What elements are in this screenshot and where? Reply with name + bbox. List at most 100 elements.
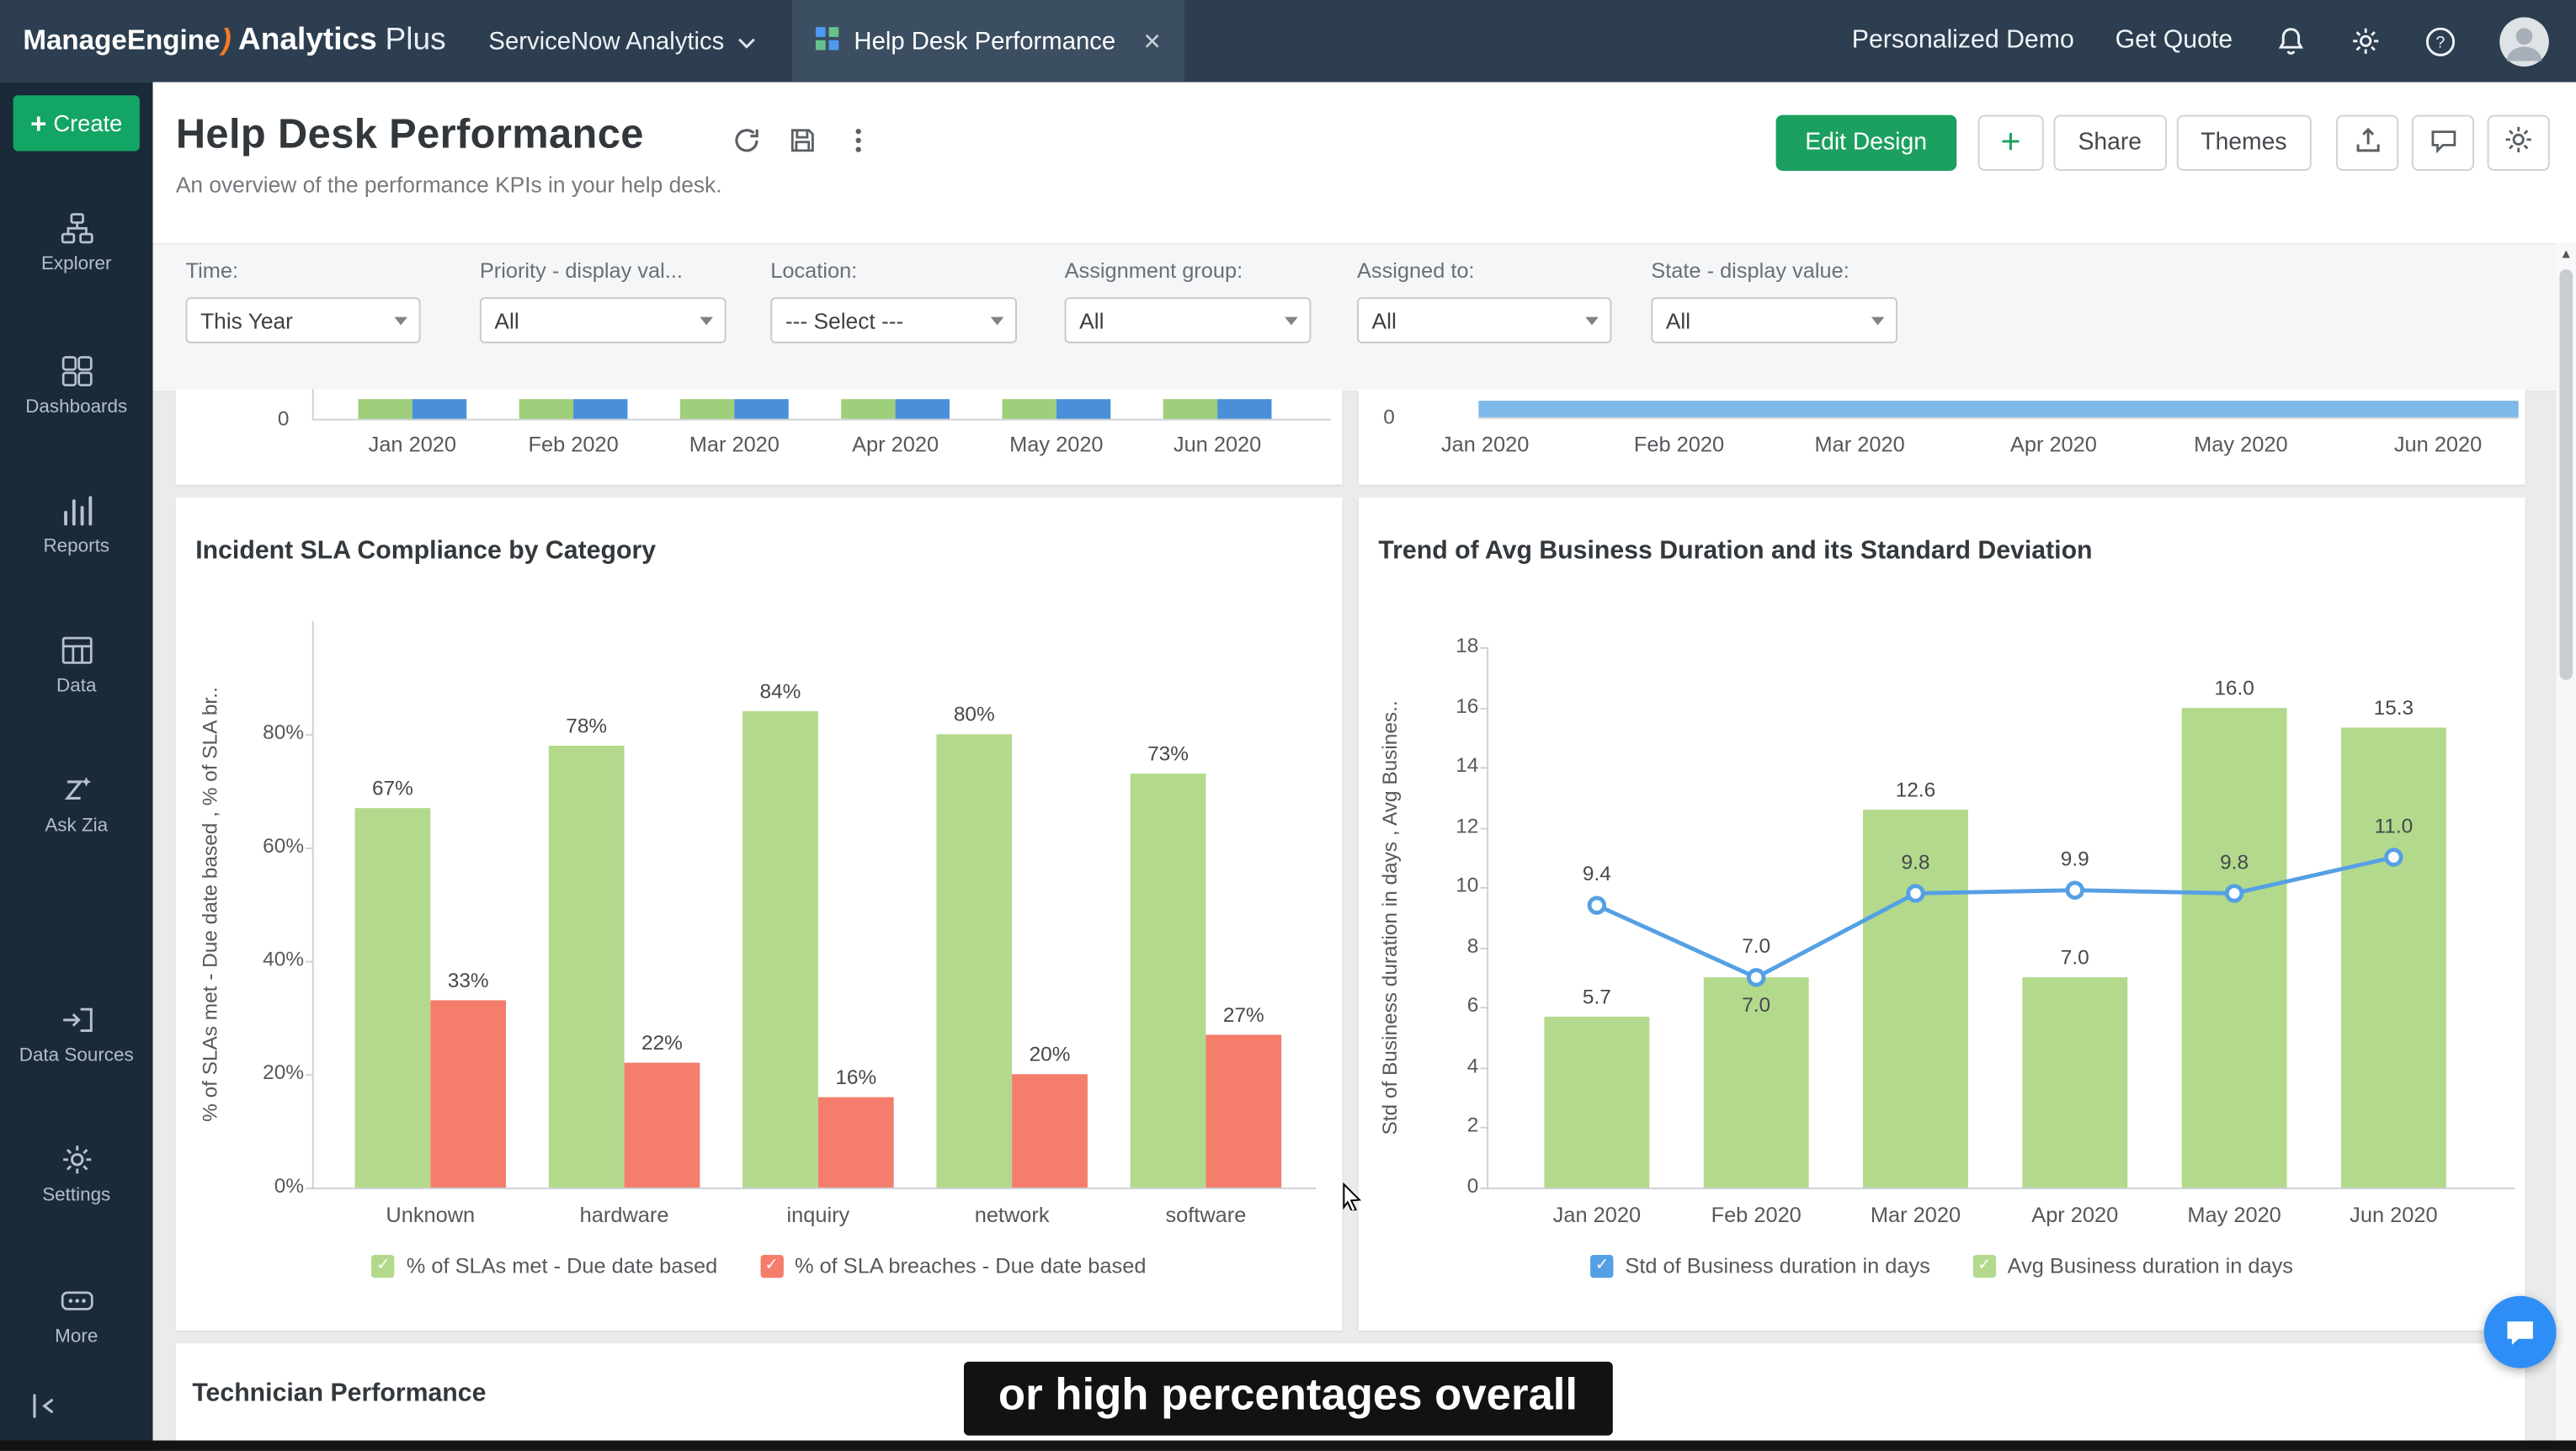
filter-selected-value: --- Select --- (785, 307, 904, 333)
bar-slas-met-2[interactable] (742, 711, 818, 1188)
x-axis-line (1478, 417, 2519, 419)
legend-item[interactable]: ✓ % of SLA breaches - Due date based (759, 1253, 1146, 1278)
settings-button[interactable] (2487, 114, 2550, 171)
x-category-label: Jun 2020 (2393, 432, 2483, 457)
x-category-label: Apr 2020 (2009, 432, 2097, 457)
mini-bar-green-1[interactable] (519, 399, 574, 419)
sidebar-item-more[interactable]: More (0, 1283, 152, 1347)
x-category-label: Jun 2020 (1173, 432, 1262, 457)
personalized-demo-link[interactable]: Personalized Demo (1851, 26, 2074, 55)
mini-bar-green-3[interactable] (841, 399, 896, 419)
legend-item[interactable]: ✓ Std of Business duration in days (1590, 1253, 1930, 1278)
y-tick-mark (1480, 767, 1489, 769)
mini-bar-blue-1[interactable] (573, 399, 628, 419)
get-quote-link[interactable]: Get Quote (2115, 26, 2233, 55)
export-button[interactable] (2336, 114, 2399, 171)
ask-zia-icon (58, 772, 94, 808)
help-icon[interactable]: ? (2424, 24, 2458, 58)
filter-select-location[interactable]: --- Select --- (770, 297, 1017, 343)
more-icon (58, 1283, 94, 1319)
close-tab-icon[interactable]: × (1143, 24, 1161, 58)
refresh-icon[interactable] (731, 125, 762, 156)
bar-value-label: 73% (1147, 742, 1189, 766)
collapse-sidebar-icon[interactable] (26, 1390, 59, 1431)
bar-avg-duration-3[interactable] (2022, 977, 2128, 1188)
filter-selected-value: All (494, 307, 519, 333)
sidebar-item-ask-zia[interactable]: Ask Zia (0, 772, 152, 836)
bar-value-label: 16% (835, 1066, 877, 1089)
bar-sla-breaches-2[interactable] (817, 1097, 894, 1188)
mini-bar-blue-0[interactable] (412, 399, 467, 419)
notifications-bell-icon[interactable] (2274, 24, 2308, 58)
chart-title: Incident SLA Compliance by Category (195, 537, 657, 566)
cropped-chart-right: 0 Jan 2020 Feb 2020 Mar 2020 Apr 2020 May 202… (1358, 389, 2525, 485)
mini-bar-green-2[interactable] (679, 399, 735, 419)
sidebar-item-dashboards[interactable]: Dashboards (0, 353, 152, 417)
bar-avg-duration-2[interactable] (1863, 809, 1968, 1188)
scrollbar-thumb[interactable] (2559, 269, 2573, 680)
share-button[interactable]: Share (2053, 114, 2167, 171)
legend-checkbox-icon: ✓ (1590, 1253, 1614, 1278)
bar-avg-duration-0[interactable] (1544, 1016, 1650, 1188)
sidebar-item-data[interactable]: Data (0, 632, 152, 696)
bar-slas-met-0[interactable] (354, 807, 431, 1188)
legend-item[interactable]: ✓ Avg Business duration in days (1972, 1253, 2293, 1278)
brand-analytics: Analytics (237, 23, 377, 58)
bar-sla-breaches-4[interactable] (1206, 1034, 1282, 1188)
comments-button[interactable] (2411, 114, 2475, 171)
bar-value-label: 15.3 (2373, 697, 2414, 720)
scrollbar[interactable]: ▲ (2556, 242, 2576, 1441)
mini-bar-wide[interactable] (1478, 401, 2519, 417)
mini-bar-green-4[interactable] (1002, 399, 1056, 419)
bar-avg-duration-5[interactable] (2340, 728, 2446, 1188)
data-sources-icon (58, 1002, 94, 1038)
bar-slas-met-3[interactable] (936, 734, 1013, 1188)
bar-avg-duration-1[interactable] (1703, 977, 1809, 1188)
mini-bar-green-5[interactable] (1163, 399, 1218, 419)
filter-select-time[interactable]: This Year (185, 297, 421, 343)
mini-bar-blue-4[interactable] (1056, 399, 1111, 419)
line-value-label: 9.9 (2060, 848, 2089, 871)
scroll-up-arrow-icon[interactable]: ▲ (2559, 246, 2573, 262)
kebab-menu-icon[interactable] (843, 125, 874, 156)
filter-select-assignment-group[interactable]: All (1064, 297, 1312, 343)
themes-button[interactable]: Themes (2176, 114, 2312, 171)
cropped-chart-left: 0 Jan 2020 Feb 2020 Mar 2020 Apr 2020 May 202… (175, 389, 1343, 485)
add-report-button[interactable]: + (1977, 114, 2044, 171)
bar-slas-met-4[interactable] (1130, 773, 1206, 1188)
brand-logo[interactable]: ManageEngine) Analytics Plus (0, 23, 445, 59)
mini-bar-green-0[interactable] (358, 399, 412, 419)
bar-avg-duration-4[interactable] (2181, 707, 2287, 1188)
filter-select-priority[interactable]: All (479, 297, 726, 343)
mini-bar-blue-2[interactable] (734, 399, 789, 419)
legend-checkbox-icon: ✓ (371, 1253, 396, 1278)
avatar[interactable] (2499, 16, 2549, 66)
chat-fab-button[interactable] (2483, 1295, 2557, 1369)
mini-bar-blue-3[interactable] (895, 399, 950, 419)
filter-select-state[interactable]: All (1651, 297, 1898, 343)
filter-selected-value: All (1371, 307, 1397, 333)
chevron-down-icon (737, 27, 755, 55)
bar-sla-breaches-0[interactable] (430, 1000, 507, 1188)
workspace-switcher[interactable]: ServiceNow Analytics (488, 27, 755, 55)
sidebar-item-reports[interactable]: Reports (0, 492, 152, 557)
edit-design-button[interactable]: Edit Design (1775, 114, 1957, 171)
create-button[interactable]: + Create (13, 95, 140, 151)
sidebar-item-data-sources[interactable]: Data Sources (0, 1002, 152, 1066)
gear-icon[interactable] (2350, 24, 2382, 57)
y-tick-label: 14 (1456, 753, 1479, 778)
legend-item[interactable]: ✓ % of SLAs met - Due date based (371, 1253, 717, 1278)
save-icon[interactable] (787, 125, 818, 156)
mini-bar-blue-5[interactable] (1217, 399, 1272, 419)
filter-label: State - display value: (1651, 258, 1850, 283)
data-icon (58, 632, 94, 668)
bar-sla-breaches-1[interactable] (624, 1062, 700, 1188)
bar-slas-met-1[interactable] (548, 745, 625, 1188)
tab-help-desk-performance[interactable]: Help Desk Performance × (791, 0, 1184, 82)
std-duration-line[interactable] (1488, 647, 2515, 1188)
filter-select-assigned-to[interactable]: All (1356, 297, 1612, 343)
x-category-label: May 2020 (1009, 432, 1104, 457)
bar-sla-breaches-3[interactable] (1012, 1074, 1088, 1188)
sidebar-item-explorer[interactable]: Explorer (0, 210, 152, 274)
sidebar-item-settings[interactable]: Settings (0, 1141, 152, 1205)
